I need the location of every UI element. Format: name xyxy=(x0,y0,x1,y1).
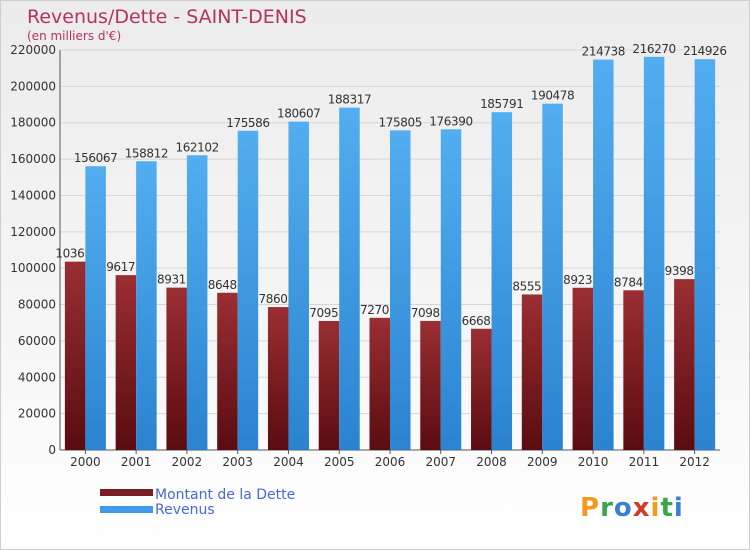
bar-revenus xyxy=(339,107,360,450)
value-label-dette: 6668 xyxy=(462,314,491,328)
logo-letter: P xyxy=(580,493,600,523)
logo-letter: r xyxy=(600,493,614,523)
logo-letter: i xyxy=(674,493,684,523)
value-label-dette: 9398 xyxy=(665,264,694,278)
bar-dette xyxy=(420,320,441,450)
bar-revenus xyxy=(136,161,157,450)
bar-dette xyxy=(267,307,289,450)
x-tick-label: 2005 xyxy=(324,455,355,469)
bar-revenus xyxy=(694,59,716,450)
bar-dette xyxy=(217,292,238,450)
bar-revenus xyxy=(390,130,411,450)
value-label-revenus: 158812 xyxy=(125,146,168,160)
y-tick-label: 0 xyxy=(48,443,56,457)
proxiti-logo: Proxiti xyxy=(580,493,684,523)
x-tick-label: 2006 xyxy=(375,455,406,469)
chart-title: Revenus/Dette - SAINT-DENIS xyxy=(27,6,307,28)
value-label-revenus: 156067 xyxy=(74,151,117,165)
logo-letter: o xyxy=(614,493,633,523)
bar-dette xyxy=(318,321,340,450)
value-label-dette: 8555 xyxy=(512,279,541,293)
bar-dette xyxy=(471,328,492,450)
y-tick-label: 220000 xyxy=(10,43,56,57)
value-label-revenus: 185791 xyxy=(480,97,523,111)
logo-letter: x xyxy=(633,493,651,523)
y-tick-label: 20000 xyxy=(18,407,56,421)
bar-revenus xyxy=(491,112,513,450)
bar-revenus xyxy=(440,129,462,451)
x-tick-label: 2007 xyxy=(425,455,456,469)
value-label-dette: 8648 xyxy=(208,278,237,292)
bar-dette xyxy=(369,317,390,450)
logo-letter: t xyxy=(660,493,673,523)
y-tick-label: 80000 xyxy=(18,298,56,312)
bar-revenus xyxy=(542,103,563,450)
bar-revenus xyxy=(85,166,106,450)
bar-dette xyxy=(521,294,543,450)
legend: Montant de la Dette Revenus xyxy=(100,487,295,518)
bar-dette xyxy=(166,287,187,450)
value-label-dette: 8923 xyxy=(563,273,592,287)
bar-revenus xyxy=(288,121,309,451)
bar-dette xyxy=(115,275,137,450)
bar-revenus xyxy=(186,155,208,450)
legend-label-dette: Montant de la Dette xyxy=(155,487,295,503)
y-tick-label: 100000 xyxy=(10,261,56,275)
bar-dette xyxy=(674,279,695,450)
x-tick-label: 2011 xyxy=(629,455,660,469)
value-label-revenus: 214738 xyxy=(582,45,625,59)
value-label-dette: 7098 xyxy=(411,306,440,320)
value-label-dette: 9617 xyxy=(106,260,135,274)
value-label-dette: 7095 xyxy=(309,306,338,320)
y-tick-label: 40000 xyxy=(18,370,56,384)
value-labels: 1036 156067 9617 158812 8931 162102 8648 175586… xyxy=(55,42,727,328)
y-tick-label: 140000 xyxy=(10,188,56,202)
x-tick-label: 2012 xyxy=(679,455,710,469)
value-label-revenus: 214926 xyxy=(683,44,726,58)
value-label-revenus: 175586 xyxy=(226,116,269,130)
x-tick-label: 2010 xyxy=(578,455,609,469)
bar-dette xyxy=(64,261,86,450)
x-tick-label: 2001 xyxy=(121,455,152,469)
value-label-revenus: 176390 xyxy=(429,114,472,128)
logo-letter: i xyxy=(651,493,661,523)
value-label-revenus: 188317 xyxy=(328,93,371,107)
x-tick-label: 2000 xyxy=(70,455,101,469)
value-label-dette: 7270 xyxy=(360,303,389,317)
value-label-dette: 1036 xyxy=(55,247,84,261)
x-tick-label: 2009 xyxy=(527,455,558,469)
value-label-dette: 7860 xyxy=(259,292,288,306)
bar-dette xyxy=(623,290,644,450)
x-tick-label: 2008 xyxy=(476,455,507,469)
y-tick-label: 120000 xyxy=(10,225,56,239)
y-tick-label: 180000 xyxy=(10,116,56,130)
x-tick-label: 2003 xyxy=(222,455,253,469)
legend-label-revenus: Revenus xyxy=(155,502,215,518)
bar-revenus xyxy=(593,59,614,451)
value-label-dette: 8931 xyxy=(157,273,186,287)
legend-swatch-revenus xyxy=(100,506,153,513)
x-axis-ticks: 2000 2001 2002 2003 2004 2005 2006 2007 2008 2009… xyxy=(70,450,710,469)
y-tick-label: 200000 xyxy=(10,79,56,93)
bar-revenus xyxy=(237,130,259,450)
x-tick-label: 2004 xyxy=(273,455,304,469)
bar-dette xyxy=(572,287,594,450)
y-axis-ticks: 0 20000 40000 60000 80000 100000 120000 140000 1… xyxy=(10,43,56,457)
value-label-revenus: 190478 xyxy=(531,89,574,103)
y-tick-label: 160000 xyxy=(10,152,56,166)
value-label-revenus: 180607 xyxy=(277,107,320,121)
chart-subtitle: (en milliers d'€) xyxy=(27,29,121,43)
value-label-dette: 8784 xyxy=(614,275,643,289)
value-label-revenus: 162102 xyxy=(175,140,218,154)
bar-revenus xyxy=(643,56,665,450)
value-label-revenus: 216270 xyxy=(632,42,675,56)
y-tick-label: 60000 xyxy=(18,334,56,348)
x-tick-label: 2002 xyxy=(172,455,203,469)
bars xyxy=(64,56,716,451)
legend-swatch-dette xyxy=(100,489,153,496)
value-label-revenus: 175805 xyxy=(379,115,422,129)
